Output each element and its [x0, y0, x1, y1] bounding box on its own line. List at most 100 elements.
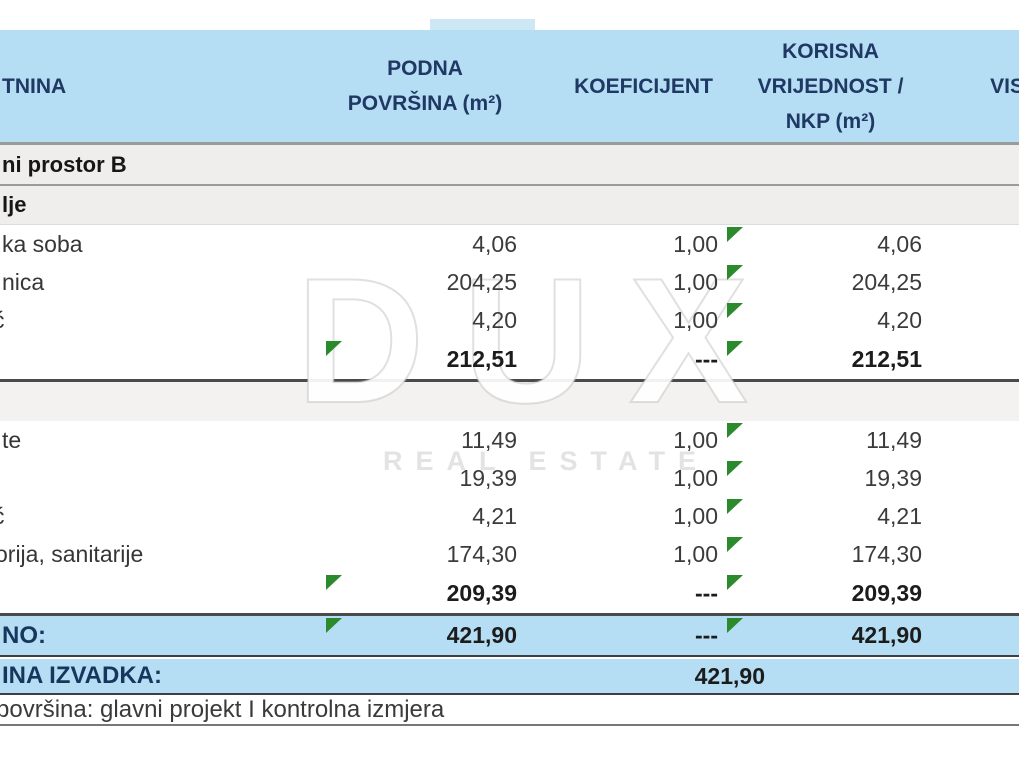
cell-podna-povrsina: 4,20	[325, 301, 525, 339]
footnote-row: površina: glavni projekt I kontrolna izm…	[0, 695, 1024, 726]
cell-visina	[935, 459, 1024, 497]
green-flag-icon	[727, 461, 743, 476]
green-flag-icon	[727, 423, 743, 438]
cell-koeficijent: 1,00	[525, 459, 726, 497]
section-label: lje	[2, 192, 27, 217]
cell-visina	[935, 263, 1024, 301]
green-flag-icon	[727, 618, 743, 633]
cell-koeficijent: 1,00	[525, 263, 726, 301]
koeficijent-value: 1,00	[673, 464, 718, 491]
podna-value: 19,39	[459, 464, 517, 491]
subtotal-row: 212,51 --- 212,51	[0, 339, 1024, 382]
spacer-row	[0, 382, 1024, 421]
green-flag-icon	[727, 537, 743, 552]
koeficijent-value: 1,00	[673, 426, 718, 453]
podna-value: 209,39	[446, 579, 517, 606]
cell-podna-povrsina: 11,49	[325, 421, 525, 459]
row-label: ka soba	[2, 230, 83, 257]
korisna-value: 19,39	[864, 464, 922, 491]
podna-value: 204,25	[446, 268, 517, 295]
cell-podna-povrsina: 204,25	[325, 263, 525, 301]
cell-visina	[935, 535, 1024, 573]
green-flag-icon	[727, 265, 743, 280]
header-korisna-line1: KORISNA	[782, 39, 879, 63]
cell-korisna-vrijednost: 4,21	[726, 497, 935, 535]
cell-nekretnina: ć	[0, 497, 325, 535]
cell-korisna-vrijednost: 209,39	[726, 573, 935, 613]
total-row: NO: 421,90 --- 421,90	[0, 616, 1024, 657]
cell-nekretnina	[0, 459, 325, 497]
korisna-value: 11,49	[866, 426, 922, 453]
green-flag-icon	[326, 341, 342, 356]
podna-value: 4,06	[472, 230, 517, 257]
izvadka-value: 421,90	[694, 662, 765, 689]
green-flag-icon	[326, 618, 342, 633]
subtotal-row: 209,39 --- 209,39	[0, 573, 1024, 616]
header-podna-line1: PODNA	[387, 57, 463, 80]
cell-visina	[935, 497, 1024, 535]
cell-korisna-vrijednost: 174,30	[726, 535, 935, 573]
cell-podna-povrsina: 421,90	[325, 616, 525, 655]
koeficijent-value: 1,00	[673, 540, 718, 567]
table-body: ni prostor B lje ka soba 4,06 1,00 4,06 nica 20…	[0, 145, 1024, 616]
cell-korisna-vrijednost: 204,25	[726, 263, 935, 301]
cell-visina	[935, 301, 1024, 339]
cell-nekretnina: NO:	[0, 616, 325, 655]
cell-korisna-vrijednost: 4,20	[726, 301, 935, 339]
row-label: te	[2, 426, 22, 453]
cell-koeficijent: ---	[525, 573, 726, 613]
section-row: ni prostor B	[0, 145, 1024, 186]
cell-korisna-vrijednost: 4,06	[726, 225, 935, 263]
koeficijent-value: 1,00	[673, 268, 718, 295]
cell-korisna-vrijednost: 421,90	[726, 616, 935, 655]
koeficijent-value: 1,00	[673, 230, 718, 257]
cell-koeficijent: 1,00	[525, 301, 726, 339]
korisna-value: 4,20	[877, 306, 922, 333]
row-label: nica	[2, 268, 45, 295]
korisna-value: 4,21	[877, 502, 922, 529]
izvadka-value-cell: 421,90	[525, 659, 765, 693]
table-row: ka soba 4,06 1,00 4,06	[0, 225, 1024, 263]
cell-visina	[935, 421, 1024, 459]
header-podna-povrsina: PODNA POVRŠINA (m²)	[325, 30, 525, 142]
cell-koeficijent: 1,00	[525, 535, 726, 573]
cell-visina	[935, 616, 1024, 655]
table-row: ć 4,21 1,00 4,21	[0, 497, 1024, 535]
koeficijent-value: 1,00	[673, 306, 718, 333]
header-podna-line2: POVRŠINA (m²)	[347, 92, 503, 115]
cell-koeficijent: ---	[525, 339, 726, 379]
total-label: NO:	[2, 621, 46, 649]
cell-nekretnina: nica	[0, 263, 325, 301]
cell-koeficijent: 1,00	[525, 421, 726, 459]
section-label: ni prostor B	[2, 151, 127, 177]
korisna-value: 209,39	[851, 579, 922, 606]
cell-korisna-vrijednost: 19,39	[726, 459, 935, 497]
header-nekretnina-label: TNINA	[2, 74, 67, 98]
izvadka-row: INA IZVADKA: 421,90	[0, 659, 1024, 695]
cell-visina	[935, 225, 1024, 263]
cell-koeficijent: 1,00	[525, 497, 726, 535]
table-row: 19,39 1,00 19,39	[0, 459, 1024, 497]
cell-nekretnina: ka soba	[0, 225, 325, 263]
section-row: lje	[0, 186, 1024, 225]
header-koeficijent-label: KOEFICIJENT	[574, 74, 713, 98]
total-koeficijent-value: ---	[695, 622, 718, 648]
header-nekretnina: TNINA	[0, 30, 325, 142]
total-podna-value: 421,90	[446, 622, 517, 648]
cell-podna-povrsina: 212,51	[325, 339, 525, 379]
row-label: ć	[0, 307, 5, 334]
podna-value: 4,20	[472, 306, 517, 333]
green-flag-icon	[727, 303, 743, 318]
green-flag-icon	[326, 575, 342, 590]
row-divider-gap	[0, 657, 1024, 659]
cropped-cell-fragment	[430, 19, 535, 30]
korisna-value: 4,06	[877, 230, 922, 257]
green-flag-icon	[727, 341, 743, 356]
total-korisna-value: 421,90	[851, 622, 922, 648]
podna-value: 212,51	[446, 345, 517, 372]
cell-visina	[935, 573, 1024, 613]
header-korisna-line3: NKP (m²)	[785, 109, 876, 133]
right-margin	[1019, 0, 1024, 768]
korisna-value: 212,51	[851, 345, 922, 372]
